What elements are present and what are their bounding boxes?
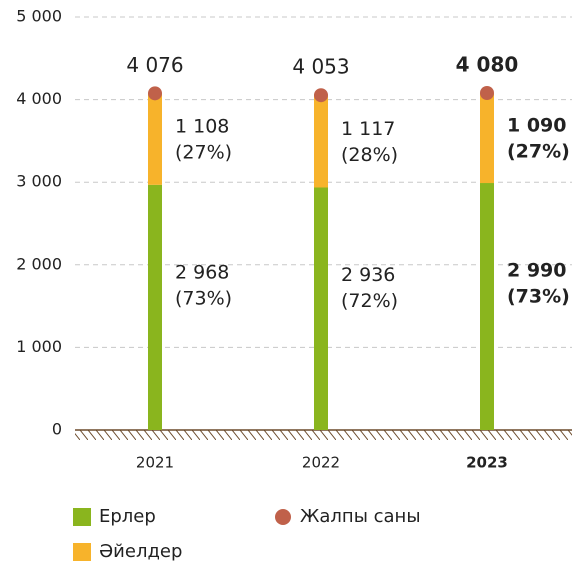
value-label: 2 968	[175, 261, 229, 283]
bar-segment	[148, 184, 162, 430]
legend-label: Ерлер	[99, 506, 156, 527]
bar-segment	[480, 183, 494, 430]
y-tick-label: 0	[52, 420, 62, 439]
total-label: 4 076	[126, 53, 183, 77]
share-label: (27%)	[175, 142, 232, 164]
total-dot	[314, 88, 328, 103]
y-tick-label: 5 000	[16, 7, 62, 26]
bar-segment	[314, 187, 328, 430]
share-label: (72%)	[341, 290, 398, 312]
total-dot	[480, 85, 494, 100]
y-tick-label: 2 000	[16, 254, 62, 273]
share-label: (73%)	[175, 287, 232, 309]
bar-segment	[480, 92, 494, 184]
y-tick-label: 4 000	[16, 89, 62, 108]
ground-hatch	[75, 430, 572, 440]
value-label: 2 990	[507, 260, 567, 282]
x-tick-label: 2023	[466, 454, 508, 472]
share-label: (73%)	[507, 286, 570, 308]
total-label: 4 053	[292, 55, 349, 79]
total-label: 4 080	[456, 52, 519, 76]
value-label: 1 108	[175, 116, 229, 138]
x-tick-label: 2021	[136, 454, 174, 472]
value-label: 1 090	[507, 115, 567, 137]
y-tick-label: 3 000	[16, 172, 62, 191]
legend-swatch	[73, 543, 91, 561]
y-tick-label: 1 000	[16, 337, 62, 356]
legend-swatch	[73, 508, 91, 526]
legend-label: Жалпы саны	[300, 506, 421, 527]
bar-segment	[314, 95, 328, 188]
bar-segment	[148, 93, 162, 185]
legend-swatch	[275, 509, 291, 525]
value-label: 2 936	[341, 264, 395, 286]
share-label: (28%)	[341, 144, 398, 166]
share-label: (27%)	[507, 141, 570, 163]
x-tick-label: 2022	[302, 454, 340, 472]
total-dot	[148, 86, 162, 101]
value-label: 1 117	[341, 118, 395, 140]
legend-label: Әйелдер	[99, 541, 182, 562]
